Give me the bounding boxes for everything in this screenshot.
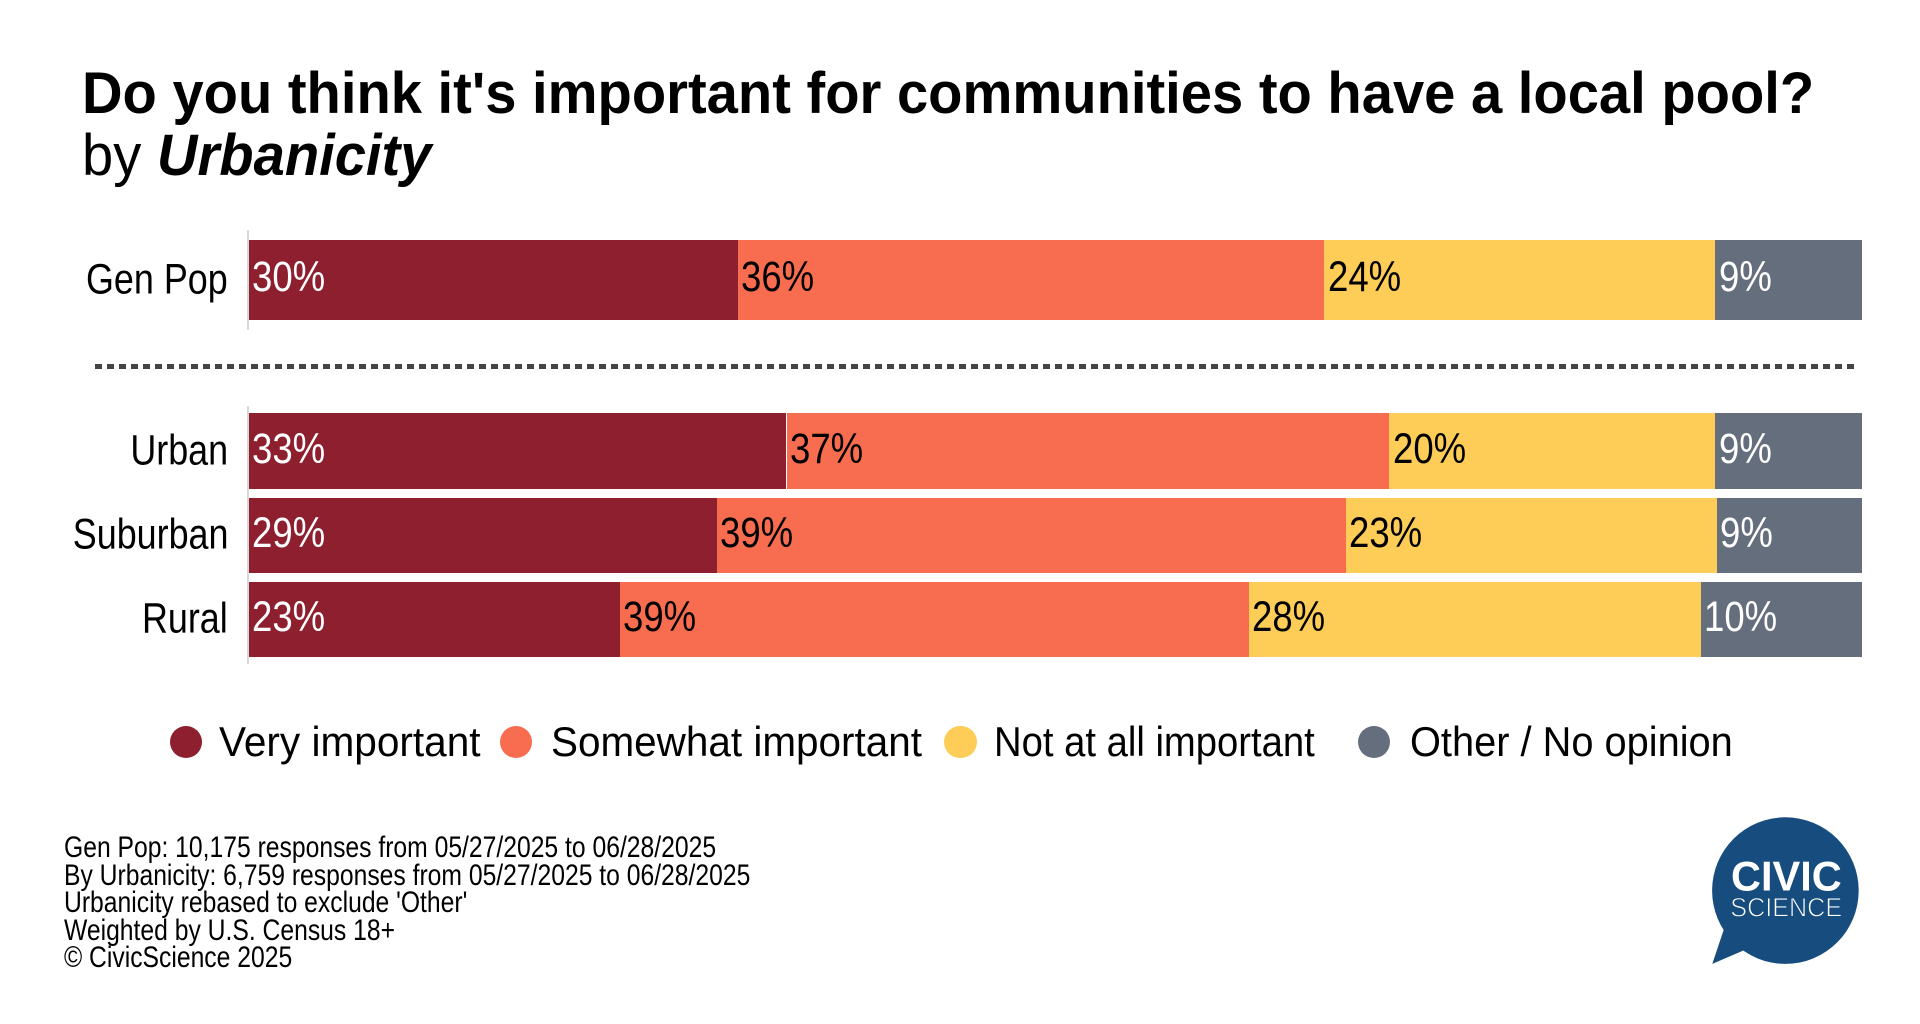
svg-text:SCIENCE: SCIENCE <box>1730 893 1842 923</box>
svg-text:CIVIC: CIVIC <box>1731 853 1842 900</box>
